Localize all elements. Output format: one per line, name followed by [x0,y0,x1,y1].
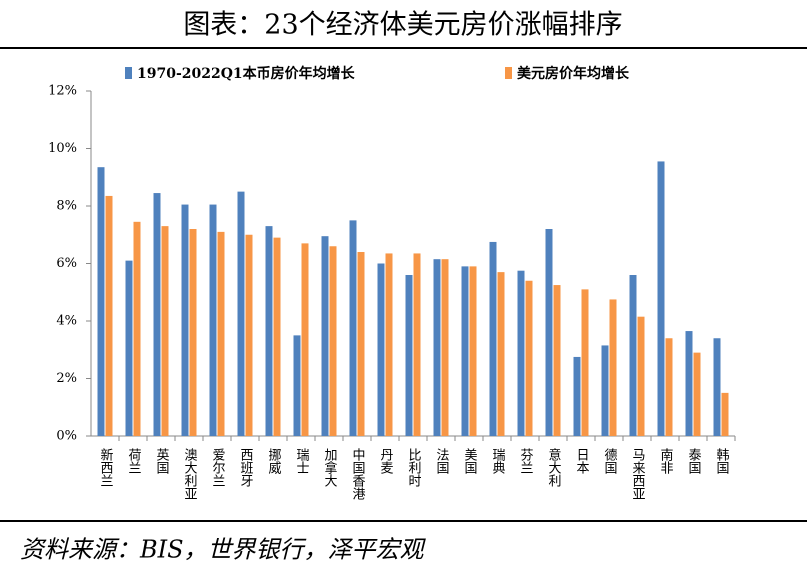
bar [273,237,281,436]
x-tick-label: 荷兰 [126,448,142,474]
bar [189,229,197,436]
x-tick-label: 比利时 [406,448,422,487]
legend-label: 美元房价年均增长 [517,65,630,82]
bar [105,195,113,436]
bar [609,299,617,436]
x-tick-label: 西班牙 [238,448,254,487]
bar [265,226,273,436]
legend-swatch [125,67,132,79]
x-tick-label: 意大利 [546,447,562,487]
x-tick-label: 澳大利亚 [182,447,198,500]
x-tick-label: 日本 [574,448,590,474]
bar [161,226,169,436]
bar [357,252,365,436]
bar [553,285,561,436]
bar [581,289,589,436]
y-tick-label: 0% [56,429,77,444]
x-tick-label: 瑞典 [490,448,506,474]
bar [217,231,225,436]
bar [545,229,553,436]
bar [629,275,637,436]
bar [497,272,505,436]
x-tick-label: 英国 [154,448,170,474]
legend-label: 1970-2022Q1本币房价年均增长 [137,65,356,82]
x-tick-label: 南非 [658,447,674,474]
bar [517,270,525,436]
bar [321,236,329,436]
x-tick-label: 芬兰 [518,448,534,474]
bar [433,259,441,436]
x-tick-label: 法国 [434,448,450,474]
bar [489,241,497,436]
bar [413,253,421,436]
x-tick-label: 爱尔兰 [210,448,226,487]
bar [181,204,189,436]
bar [693,352,701,436]
bar [237,191,245,436]
bar [377,263,385,436]
bar [329,246,337,436]
bar [245,234,253,436]
x-tick-label: 丹麦 [378,448,394,474]
bar [637,316,645,436]
bar [293,335,301,436]
legend-swatch [505,67,512,79]
x-tick-label: 新西兰 [98,447,114,487]
bar [601,345,609,436]
bar [713,338,721,436]
y-tick-label: 4% [56,314,77,329]
x-tick-label: 泰国 [686,448,702,474]
bar [441,259,449,436]
bar [97,167,105,436]
bar [405,275,413,436]
y-tick-label: 8% [56,199,77,214]
x-tick-label: 马来西亚 [630,448,646,500]
x-tick-label: 加拿大 [322,448,338,487]
bar [573,356,581,436]
bar [657,161,665,436]
x-tick-label: 美国 [462,448,478,474]
chart-title: 图表：23个经济体美元房价涨幅排序 [183,10,622,41]
bar [133,221,141,436]
y-tick-label: 6% [56,256,77,271]
x-tick-label: 中国香港 [350,448,366,500]
bar [469,266,477,436]
bar [125,260,133,436]
y-tick-label: 10% [48,141,77,156]
bar [153,193,161,436]
bar [461,266,469,436]
bar [209,204,217,436]
bar [349,220,357,436]
x-tick-label: 韩国 [714,448,730,474]
x-tick-label: 瑞士 [294,448,310,474]
source: 资料来源：BIS，世界银行，泽平宏观 [20,536,427,564]
bar [385,253,393,436]
bar [685,331,693,436]
y-tick-label: 12% [48,84,77,99]
x-tick-label: 挪威 [266,448,282,474]
x-tick-label: 德国 [602,448,618,474]
bar [525,280,533,436]
bar [301,243,309,436]
bar [665,338,673,436]
bar [721,392,729,436]
y-tick-label: 2% [56,371,77,386]
